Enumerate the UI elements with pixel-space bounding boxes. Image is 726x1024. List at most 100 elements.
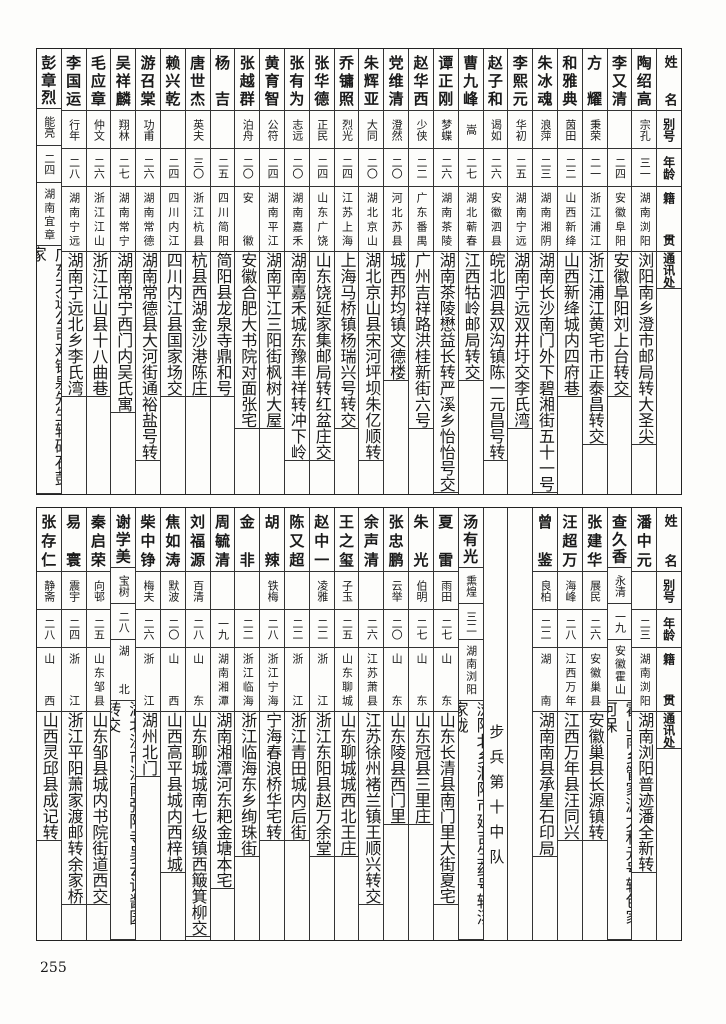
age-cell: 二八	[36, 610, 61, 648]
origin-cell: 四川内江	[160, 187, 185, 252]
alias-text: 静斋	[42, 579, 56, 602]
origin-text: 山东广饶	[315, 192, 329, 246]
address-text: 皖北泗县双沟镇陈一元昌号转	[486, 252, 506, 460]
person-column: 党维清 澄然 二〇 河北苏县 城西邦均镇文德楼	[383, 49, 409, 494]
origin-text: 湖南湘阴	[539, 192, 553, 246]
header-column: 姓名 别号 年龄 籍贯 通讯处	[656, 49, 681, 494]
address-cell: 山东冠县三里庄	[409, 712, 433, 825]
age-cell: 二二	[285, 610, 309, 648]
address-cell: 湖南宁远北乡李氏湾	[61, 252, 86, 397]
roster-table-upper: 姓名 别号 年龄 籍贯 通讯处 陶绍高 宗孔 三一 湖南浏阳 浏阳南乡澄市邮局转大圣尖 李又清 二四安…	[36, 48, 682, 495]
age-cell: 二八	[185, 610, 210, 648]
person-column: 乔镛照 烈光 二四 江苏上海 上海马桥镇杨瑞兴号转交	[333, 49, 359, 494]
name-text: 方耀	[585, 55, 604, 106]
origin-cell: 浙江江山	[86, 187, 111, 252]
roster-table-lower: 姓名 别号 年龄 籍贯 通讯处 潘中元 二三 湖南浏阳 湖南浏阳普迹潘全新转 查久香 永清 一九 安徽霍…	[36, 507, 682, 941]
alias-cell: 正民	[309, 111, 334, 149]
address-text: 浙江江山县十八曲巷	[89, 252, 109, 396]
age-text: 二六	[588, 617, 602, 640]
alias-text: 大同	[365, 118, 379, 141]
origin-text: 广东番禺	[414, 192, 428, 246]
age-text: 二二	[539, 617, 553, 640]
address-cell: 湖南长沙南门外下碧湘街五十一号	[533, 252, 557, 493]
origin-cell: 湖南浏阳	[632, 648, 657, 712]
origin-cell: 安徽阜阳	[607, 187, 632, 252]
age-cell: 二八	[557, 610, 582, 648]
alias-text: 宗孔	[638, 118, 652, 141]
address-text: 浙江临海东乡绚珠街	[238, 712, 258, 856]
age-cell: 二五	[334, 610, 359, 648]
alias-text: 嵩	[464, 124, 478, 135]
age-cell: 二七	[111, 149, 136, 187]
address-text: 湖北京山县宋河坪坝朱亿顺转	[362, 252, 382, 460]
origin-text: 山东	[390, 653, 404, 706]
age-text: 二八	[42, 617, 56, 640]
origin-cell: 江西万年	[557, 648, 582, 712]
address-text: 浙江浦江黄宅市正泰昌转交	[585, 252, 605, 444]
person-column: 李国运 行年 二八 湖南宁远 湖南宁远北乡李氏湾	[60, 49, 86, 494]
name-cell: 张建华	[582, 508, 607, 572]
origin-text: 湖南浏阳	[464, 645, 478, 695]
address-cell: 湖南湘潭河东耙金塘本宅	[210, 712, 235, 889]
name-text: 乔镛照	[337, 55, 356, 106]
name-cell: 曹九峰	[458, 49, 483, 111]
name-cell: 吴祥麟	[111, 49, 136, 111]
person-column: 李熙元 华初 二五 湖南宁远 湖南宁远双井圩交李氏湾	[507, 49, 533, 494]
person-column: 朱光 伯明 二七 山东 山东冠县三里庄	[408, 508, 433, 940]
name-text: 王之玺	[337, 514, 356, 567]
address-cell: 浙江浦江黄宅市正泰昌转交	[582, 252, 607, 445]
age-cell: 二〇	[359, 149, 384, 187]
alias-text: 别号	[661, 578, 676, 603]
name-cell: 刘福源	[185, 508, 210, 572]
name-cell: 毛应章	[86, 49, 111, 111]
origin-text: 山西新绛	[563, 192, 577, 246]
name-cell: 黄育智	[260, 49, 284, 111]
age-cell: 二八	[111, 604, 136, 641]
age-text: 二一	[588, 156, 602, 179]
name-text: 刘福源	[188, 514, 207, 567]
alias-text: 震宇	[67, 579, 81, 602]
age-text: 二〇	[241, 156, 255, 179]
age-text: 二八	[563, 617, 577, 640]
name-cell: 李又清	[607, 49, 632, 111]
alias-cell: 大同	[359, 111, 384, 149]
age-cell: 二三	[533, 149, 557, 187]
origin-cell: 湖北	[111, 640, 136, 701]
age-cell: 二〇	[285, 149, 309, 187]
name-cell: 金非	[235, 508, 260, 572]
origin-cell: 湖南常德	[136, 187, 160, 252]
origin-text: 江西万年	[563, 653, 577, 706]
address-text: 广州吉祥路洪桂新街六号	[411, 252, 431, 428]
age-text: 三二	[464, 610, 478, 633]
person-column: 毛应章 仲文 二六 浙江江山 浙江江山县十八曲巷	[85, 49, 111, 494]
origin-text: 浙江临海	[241, 653, 255, 706]
origin-text: 山西	[166, 653, 180, 706]
name-cell: 余声清	[359, 508, 384, 572]
address-text: 山东饶延家集邮局转红盆庄交	[312, 252, 332, 460]
name-cell: 张有为	[285, 49, 309, 111]
origin-text: 籍贯	[661, 653, 676, 706]
name-cell: 唐世杰	[185, 49, 210, 111]
age-cell: 二四	[607, 149, 632, 187]
name-cell: 党维清	[384, 49, 409, 111]
age-cell: 二六	[433, 149, 458, 187]
address-cell: 山西新绛城内四府巷	[557, 252, 582, 397]
address-cell: 湖南常宁西门内吴氏寓	[111, 252, 136, 413]
alias-text: 海峰	[563, 579, 577, 602]
origin-text: 湖南宁远	[514, 192, 528, 246]
name-text: 姓名	[661, 514, 677, 567]
origin-text: 安徽霍山	[613, 645, 627, 695]
origin-cell: 浙江宁海	[260, 648, 284, 712]
name-cell: 张忠鹏	[384, 508, 409, 572]
alias-text: 铁梅	[266, 579, 280, 602]
origin-text: 湖南常宁	[117, 192, 131, 246]
alias-cell: 秉荣	[582, 111, 607, 149]
person-column: 柴中铮 梅夫 二六 浙江 湖州北门	[135, 508, 160, 940]
age-text: 二四	[67, 617, 81, 640]
person-column: 张越群 泊舟 二〇 安徽 安徽合肥大书院对面张宅	[234, 49, 260, 494]
age-cell: 二八	[61, 149, 86, 187]
alias-text: 永清	[613, 574, 627, 597]
address-text: 上海马桥镇杨瑞兴号转交	[337, 252, 357, 428]
person-column: 谢学美宝树二八湖北湖北沙市江南弥陀寺吴云记酱园转交	[110, 508, 136, 941]
name-text: 赵华西	[411, 55, 430, 106]
